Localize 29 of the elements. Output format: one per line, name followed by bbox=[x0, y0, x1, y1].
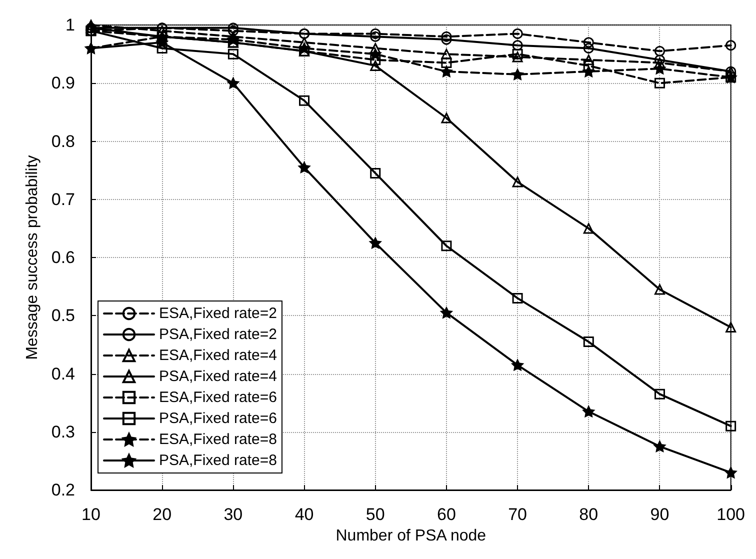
legend-label: PSA,Fixed rate=2 bbox=[159, 326, 277, 343]
x-tick-label: 40 bbox=[294, 505, 314, 524]
x-tick-label: 30 bbox=[224, 505, 243, 524]
x-tick-label: 10 bbox=[82, 505, 100, 524]
legend-label: PSA,Fixed rate=4 bbox=[159, 368, 277, 385]
y-tick-label: 0.6 bbox=[51, 248, 75, 267]
x-tick-label: 80 bbox=[579, 505, 598, 524]
y-tick-label: 0.4 bbox=[51, 364, 75, 384]
legend-label: ESA,Fixed rate=6 bbox=[159, 389, 277, 406]
y-tick-label: 0.2 bbox=[51, 480, 75, 500]
legend-label: ESA,Fixed rate=2 bbox=[159, 305, 277, 322]
legend-label: PSA,Fixed rate=8 bbox=[159, 452, 277, 469]
y-axis-title: Message success probability bbox=[24, 155, 41, 360]
y-tick-label: 0.8 bbox=[51, 132, 75, 151]
x-tick-label: 100 bbox=[716, 505, 746, 524]
legend-label: ESA,Fixed rate=4 bbox=[159, 347, 277, 364]
x-tick-label: 60 bbox=[436, 505, 456, 524]
x-axis-title: Number of PSA node bbox=[336, 527, 486, 544]
y-tick-label: 0.3 bbox=[51, 422, 75, 442]
y-tick-label: 0.7 bbox=[51, 190, 75, 209]
y-tick-label: 1 bbox=[66, 16, 75, 34]
x-tick-label: 20 bbox=[152, 505, 172, 524]
x-tick-label: 90 bbox=[650, 505, 670, 524]
legend-label: ESA,Fixed rate=8 bbox=[159, 431, 277, 448]
y-tick-label: 0.9 bbox=[51, 74, 75, 93]
y-tick-label: 0.5 bbox=[51, 306, 75, 326]
x-tick-label: 50 bbox=[366, 505, 385, 524]
legend-label: PSA,Fixed rate=6 bbox=[159, 410, 277, 427]
x-tick-label: 70 bbox=[508, 505, 528, 524]
